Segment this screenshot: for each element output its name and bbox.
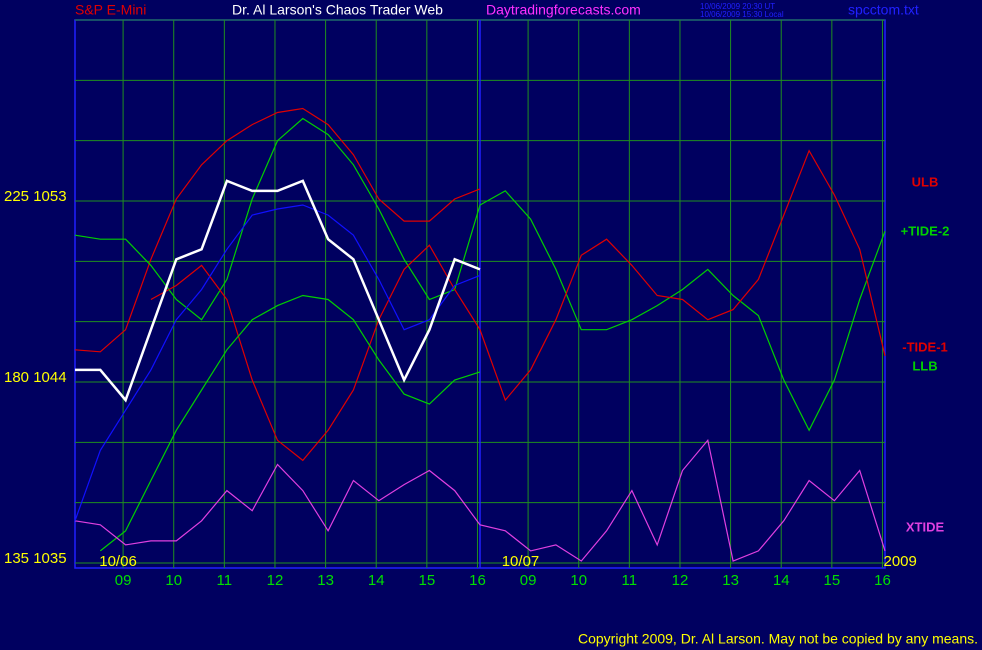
x-tick-label: 10 [570, 572, 587, 589]
x-tick-label: 12 [267, 572, 284, 589]
series-line [74, 204, 481, 522]
x-tick-label: 09 [520, 572, 537, 589]
x-tick-label: 16 [874, 572, 891, 589]
x-tick-label: 15 [824, 572, 841, 589]
x-tick-label: 14 [368, 572, 385, 589]
day-label: 10/06 [99, 553, 137, 570]
y-tick-label: 225 1053 [4, 188, 67, 205]
series-line [150, 149, 886, 462]
instrument: S&P E-Mini [75, 2, 146, 18]
series-line [74, 438, 886, 562]
x-tick-label: 09 [115, 572, 132, 589]
x-tick-label: 14 [773, 572, 790, 589]
series-label: LLB [912, 358, 937, 373]
site: Daytradingforecasts.com [486, 2, 641, 18]
x-tick-label: 10 [165, 572, 182, 589]
x-tick-label: 11 [622, 572, 638, 589]
day-label: 10/07 [502, 553, 540, 570]
series-line [75, 179, 481, 403]
y-tick-label: 135 1035 [4, 550, 67, 567]
x-tick-label: 13 [722, 572, 739, 589]
x-tick-label: 11 [217, 572, 233, 589]
copyright: Copyright 2009, Dr. Al Larson. May not b… [578, 631, 978, 647]
day-label: 2009 [884, 553, 917, 570]
series-line [74, 107, 481, 353]
series-line [99, 294, 481, 552]
series-label: +TIDE-2 [901, 223, 950, 238]
x-tick-label: 12 [672, 572, 689, 589]
series-label: ULB [912, 174, 939, 189]
chart-title: Dr. Al Larson's Chaos Trader Web [232, 2, 443, 18]
x-tick-label: 15 [419, 572, 436, 589]
series-label: XTIDE [906, 519, 945, 534]
series-label: -TIDE-1 [902, 339, 948, 354]
y-tick-label: 180 1044 [4, 369, 67, 386]
x-tick-label: 16 [469, 572, 486, 589]
x-tick-label: 13 [317, 572, 334, 589]
timestamp-local: 10/06/2009 15:30 Local [700, 10, 784, 19]
timestamp-ut: 10/06/2009 20:30 UT [700, 2, 775, 11]
file-name: spcctom.txt [848, 2, 919, 18]
series-line [74, 117, 886, 432]
